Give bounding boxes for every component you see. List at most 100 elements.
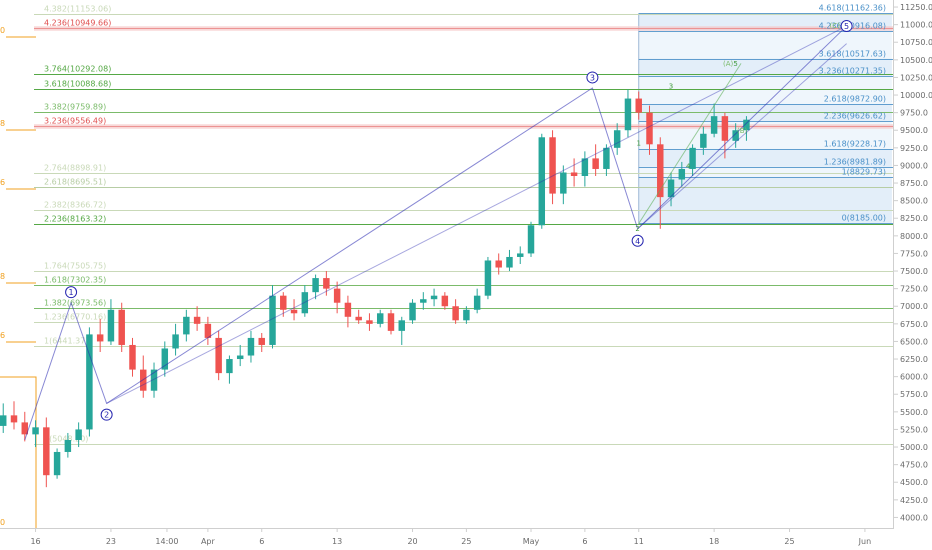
candle-body[interactable] [463,309,470,321]
candle-body[interactable] [64,440,72,452]
candle-body[interactable] [161,348,169,370]
candle-body[interactable] [484,260,492,296]
candle-body[interactable] [0,415,7,426]
candle-body[interactable] [549,137,556,194]
y-tick-label: 5000.0 [900,443,928,452]
candle-body[interactable] [624,98,632,131]
candle-body[interactable] [398,320,405,331]
wave-label[interactable]: 4 [635,237,640,246]
candle-body[interactable] [96,334,104,342]
candle-body[interactable] [376,313,384,324]
wave-label[interactable]: 1 [69,288,74,297]
candle-body[interactable] [700,133,707,148]
y-tick-label: 4250.0 [900,496,928,505]
candle-body[interactable] [409,302,416,321]
candle-body[interactable] [43,427,50,476]
elliott-wave-path[interactable] [24,25,847,441]
x-tick-label: 20 [407,537,417,546]
wave-label[interactable]: 5 [844,22,849,31]
wave-label-paren[interactable]: (C) [830,22,841,30]
candle-body[interactable] [355,316,362,321]
wave-label-small[interactable]: 1 [636,140,640,148]
candle-body[interactable] [32,427,39,435]
candle-body[interactable] [226,359,233,374]
candle-body[interactable] [441,295,449,307]
candle-body[interactable] [560,172,567,194]
fib-left-levels[interactable]: 4.382(11153.06) 4.236(10949.66) 3.764(1029… [34,5,893,445]
wave-label-small[interactable]: 4 [686,162,691,170]
candle-body[interactable] [75,429,82,440]
candle-body[interactable] [678,168,686,180]
candle-body[interactable] [107,309,115,342]
candle-body[interactable] [473,295,481,310]
candle-body[interactable] [452,306,459,321]
fib-level-label: 3.618(10088.68) [44,80,111,89]
candle-body[interactable] [646,112,653,145]
candle-body[interactable] [430,295,438,300]
candle-body[interactable] [269,295,276,345]
candle-body[interactable] [333,288,341,303]
candle-body[interactable] [53,451,61,476]
wave-label[interactable]: 3 [590,73,595,82]
wave-label-paren[interactable]: (B) [737,127,748,135]
candle-body[interactable] [344,302,352,317]
candle-body[interactable] [247,337,255,356]
candle-body[interactable] [721,116,729,141]
candle-body[interactable] [527,225,535,254]
candle-body[interactable] [236,355,244,360]
candle-body[interactable] [732,130,739,141]
candle-body[interactable] [570,172,578,176]
candle-body[interactable] [150,369,158,391]
wave-lines[interactable] [24,25,847,441]
candle-body[interactable] [215,337,222,374]
candle-body[interactable] [129,344,136,370]
candle-body[interactable] [193,316,201,324]
candle-body[interactable] [312,278,319,293]
x-tick-label: 6 [259,537,264,546]
candle-body[interactable] [603,147,610,169]
candle-body[interactable] [538,137,546,226]
wave-label-small[interactable]: 2 [635,225,639,233]
wave-label-small[interactable]: 3 [669,83,673,91]
candle-body[interactable] [506,256,513,268]
candles[interactable] [0,89,750,488]
candle-body[interactable] [204,323,212,338]
candle-body[interactable] [710,116,718,134]
candle-body[interactable] [517,253,524,257]
channel-line[interactable] [106,25,847,404]
candle-body[interactable] [118,309,125,345]
candle-body[interactable] [86,334,93,430]
candle-body[interactable] [366,320,373,324]
candle-body[interactable] [183,316,190,335]
candle-body[interactable] [258,337,265,345]
candle-body[interactable] [592,158,599,169]
candle-body[interactable] [743,119,750,131]
candle-body[interactable] [280,295,287,310]
candle-body[interactable] [495,260,502,268]
candle-body[interactable] [689,147,696,169]
y-tick-label: 8250.0 [900,214,928,223]
candle-body[interactable] [290,309,298,314]
channel-line[interactable] [637,43,847,230]
candle-body[interactable] [667,179,675,198]
candle-body[interactable] [323,278,330,289]
candle-body[interactable] [657,144,664,198]
candle-body[interactable] [387,313,395,331]
wave-label-small[interactable]: 5 [733,60,737,68]
candle-body[interactable] [301,292,309,314]
wave-label-paren[interactable]: (A) [723,60,734,68]
candle-body[interactable] [613,130,621,148]
subwave-line[interactable] [637,63,742,226]
candle-body[interactable] [21,422,29,435]
wave-label[interactable]: 2 [104,411,109,420]
fib-right-label: 3.618(10517.63) [819,50,886,59]
candle-body[interactable] [581,158,589,176]
candle-body[interactable] [420,299,427,303]
candle-body[interactable] [172,334,179,349]
y-tick-label: 11000.0 [900,21,932,30]
candle-body[interactable] [635,98,642,113]
candle-body[interactable] [10,415,18,423]
